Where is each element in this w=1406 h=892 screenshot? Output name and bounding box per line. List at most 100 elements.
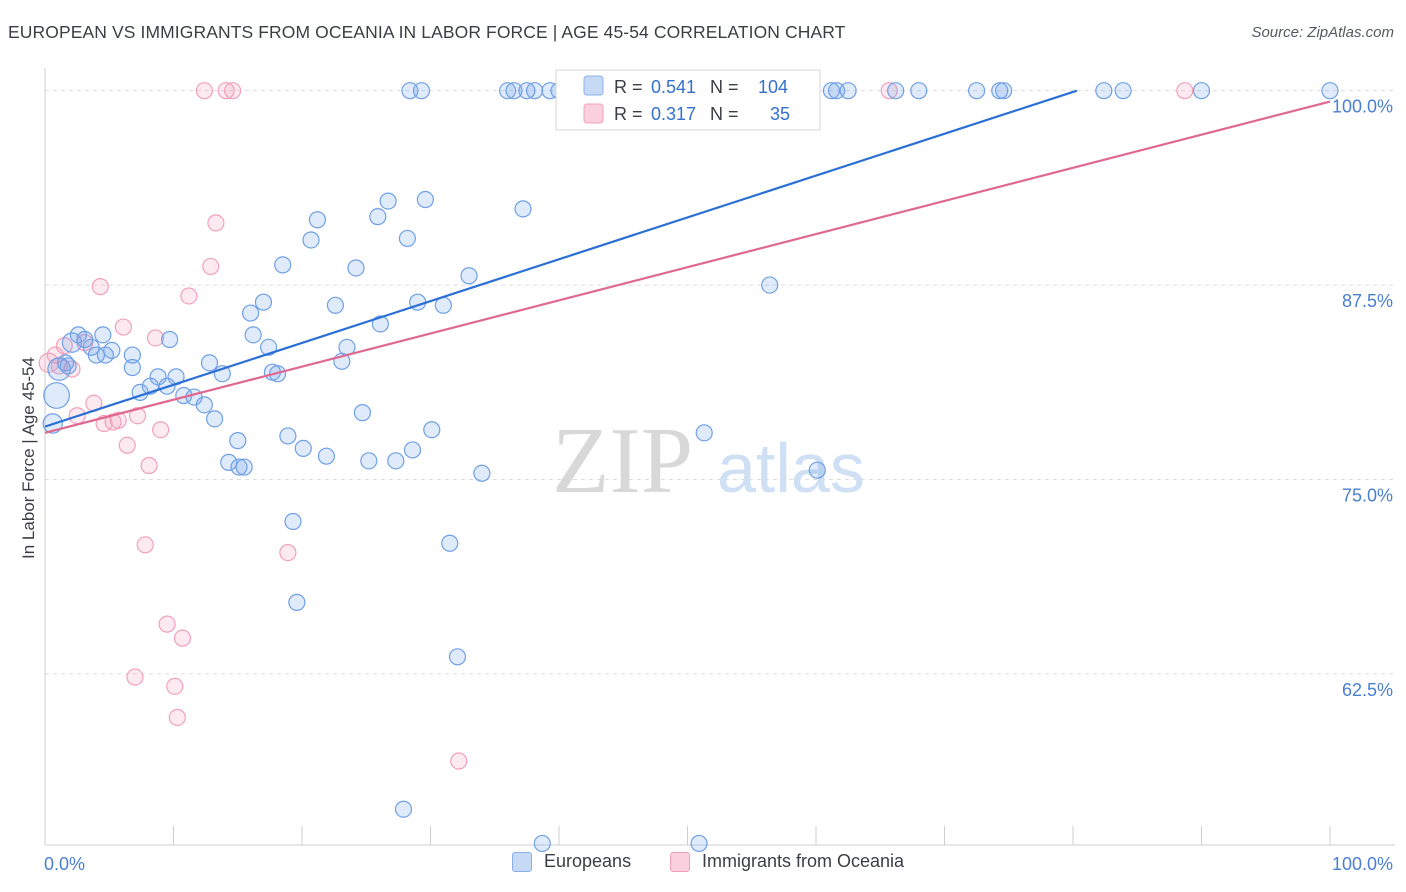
- european-point: [206, 410, 224, 428]
- oceania-point: [91, 278, 109, 296]
- legend-item-europeans: Europeans: [512, 851, 631, 872]
- x-tick-label: 0.0%: [44, 854, 85, 874]
- european-point: [995, 82, 1013, 100]
- european-point: [695, 424, 713, 442]
- european-point: [279, 427, 297, 445]
- oceania-point: [118, 436, 136, 454]
- oceania-point: [207, 214, 225, 232]
- european-point: [505, 82, 523, 100]
- legend-n-value: 104: [758, 77, 788, 97]
- european-point: [288, 593, 306, 611]
- legend-swatch-europeans: [583, 75, 604, 96]
- european-point: [968, 82, 986, 100]
- european-point: [403, 441, 422, 459]
- european-point: [259, 338, 278, 356]
- european-point: [690, 834, 708, 853]
- european-point: [887, 82, 905, 100]
- european-point: [910, 82, 928, 100]
- european-point: [200, 354, 219, 372]
- y-tick-label: 75.0%: [1342, 485, 1393, 505]
- european-point: [822, 82, 841, 100]
- oceania-trend-line: [44, 100, 1331, 434]
- watermark-atlas: atlas: [717, 429, 865, 507]
- european-point: [441, 534, 459, 552]
- y-tick-label: 87.5%: [1342, 291, 1393, 311]
- european-point: [353, 404, 371, 422]
- european-point: [514, 200, 532, 218]
- european-point: [59, 357, 77, 375]
- oceania-point: [158, 615, 176, 633]
- european-point: [82, 338, 100, 356]
- european-point: [274, 256, 292, 274]
- gridlines: [45, 90, 1395, 675]
- x-tick-label: 100.0%: [1332, 854, 1393, 874]
- oceania-point: [152, 421, 170, 439]
- european-point: [326, 296, 345, 314]
- oceania-point: [880, 82, 898, 100]
- european-point: [195, 396, 213, 414]
- legend-r-value: 0.317: [651, 104, 696, 124]
- oceania-point: [450, 752, 468, 770]
- european-point: [448, 648, 467, 666]
- watermark: ZIP atlas: [552, 409, 865, 513]
- watermark-zip: ZIP: [552, 409, 693, 513]
- european-point: [235, 458, 253, 476]
- oceania-point: [279, 543, 297, 562]
- european-point: [761, 276, 779, 294]
- european-point: [317, 447, 336, 465]
- european-point: [1321, 82, 1339, 100]
- legend-swatch-oceania: [670, 851, 690, 872]
- y-tick-label: 100.0%: [1332, 97, 1393, 117]
- y-axis-label: In Labor Force | Age 45-54: [19, 357, 38, 559]
- european-point: [302, 231, 320, 249]
- oceania-point: [140, 456, 158, 475]
- legend-n-label: N =: [710, 104, 739, 124]
- european-point: [123, 346, 141, 364]
- european-point: [1192, 82, 1211, 100]
- european-point: [161, 330, 179, 349]
- oceania-point: [173, 629, 192, 647]
- oceania-point: [126, 668, 144, 686]
- european-point: [499, 82, 517, 100]
- legend-n-value: 35: [770, 104, 790, 124]
- oceania-point: [180, 287, 198, 305]
- x-tick-labels: 0.0% 100.0%: [44, 854, 1393, 874]
- legend-box: R = 0.541 N = 104 R = 0.317 N = 35: [555, 69, 821, 131]
- legend-label-oceania: Immigrants from Oceania: [702, 851, 905, 871]
- european-point: [394, 800, 413, 818]
- oceania-point: [168, 708, 186, 727]
- european-point: [525, 82, 544, 100]
- y-tick-labels: 100.0% 87.5% 75.0% 62.5%: [1332, 97, 1393, 700]
- european-point: [294, 439, 312, 457]
- europeans-points: [42, 82, 1339, 853]
- european-point: [360, 452, 378, 470]
- european-point: [839, 82, 857, 100]
- european-point: [284, 512, 302, 531]
- european-point: [991, 82, 1009, 100]
- european-point: [254, 293, 273, 311]
- european-point: [808, 461, 826, 479]
- axes: [44, 68, 1395, 846]
- oceania-point: [1176, 82, 1194, 100]
- oceania-point: [202, 257, 220, 276]
- european-point: [387, 452, 405, 470]
- european-point: [371, 315, 389, 333]
- oceania-point: [109, 411, 127, 429]
- european-point: [94, 326, 112, 344]
- european-point: [460, 267, 478, 285]
- oceania-point: [217, 82, 235, 100]
- bottom-legend: Europeans Immigrants from Oceania: [0, 851, 1406, 879]
- legend-label-europeans: Europeans: [544, 851, 632, 871]
- european-point: [103, 341, 121, 360]
- oceania-point: [166, 677, 184, 695]
- european-point: [416, 190, 434, 209]
- european-point: [1095, 82, 1113, 100]
- european-point: [220, 453, 238, 471]
- european-point: [149, 368, 167, 386]
- legend-r-label: R =: [614, 77, 643, 97]
- european-point: [56, 354, 75, 372]
- source-label: Source: ZipAtlas.com: [1251, 24, 1394, 41]
- legend-r-label: R =: [614, 104, 643, 124]
- legend-swatch-europeans: [512, 851, 532, 872]
